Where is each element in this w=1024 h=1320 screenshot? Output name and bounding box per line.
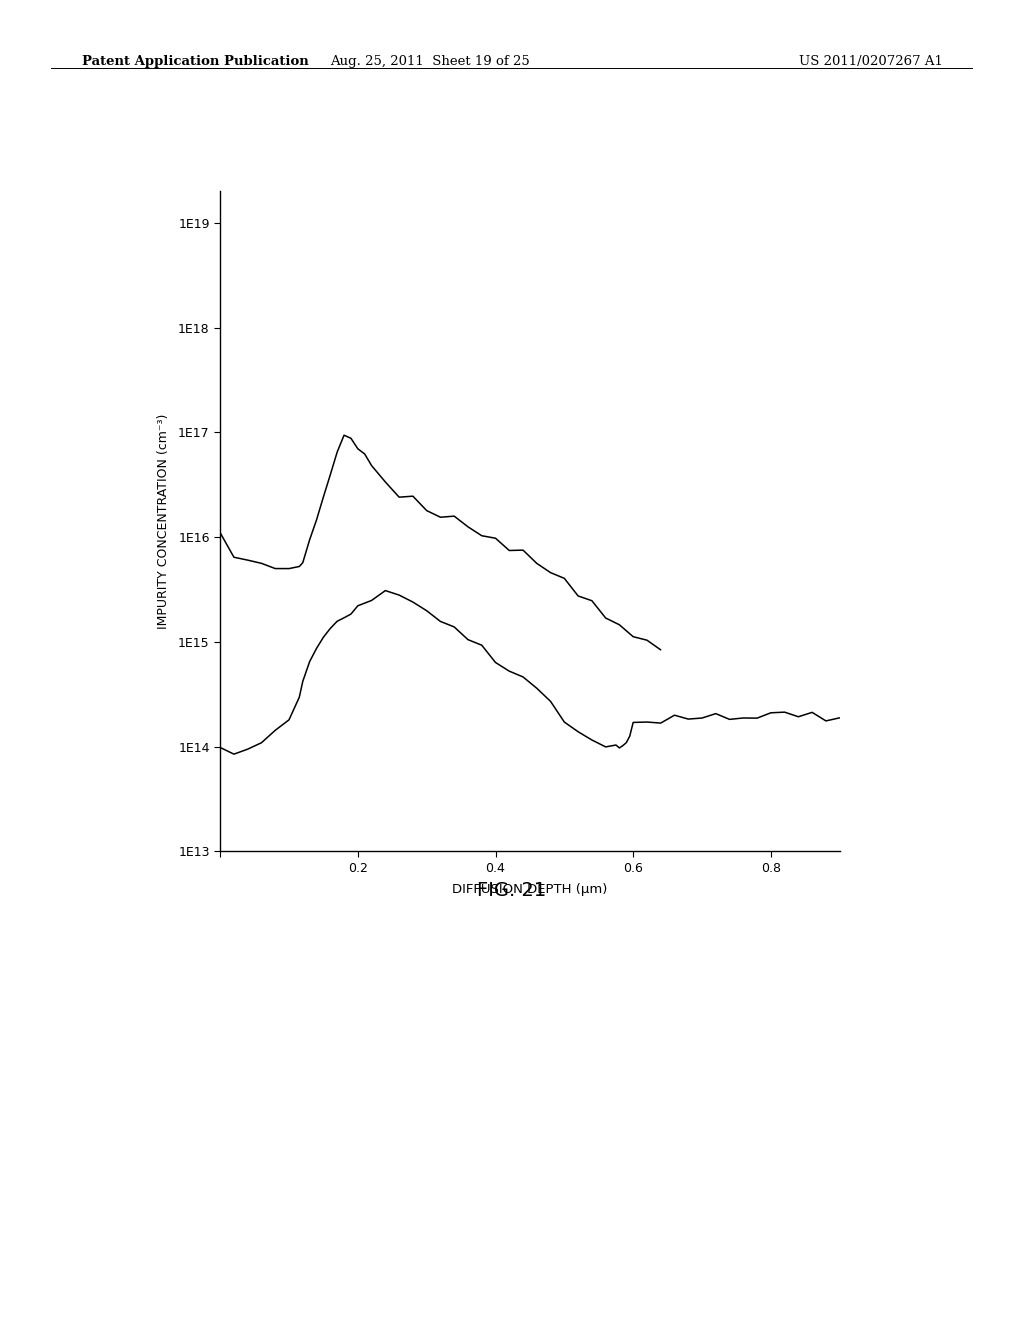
Text: FIG. 21: FIG. 21 bbox=[477, 882, 547, 900]
Y-axis label: IMPURITY CONCENTRATION (cm⁻³): IMPURITY CONCENTRATION (cm⁻³) bbox=[157, 413, 170, 630]
X-axis label: DIFFUSION DEPTH (μm): DIFFUSION DEPTH (μm) bbox=[453, 883, 607, 896]
Text: Aug. 25, 2011  Sheet 19 of 25: Aug. 25, 2011 Sheet 19 of 25 bbox=[330, 55, 530, 69]
Text: Patent Application Publication: Patent Application Publication bbox=[82, 55, 308, 69]
Text: US 2011/0207267 A1: US 2011/0207267 A1 bbox=[799, 55, 943, 69]
